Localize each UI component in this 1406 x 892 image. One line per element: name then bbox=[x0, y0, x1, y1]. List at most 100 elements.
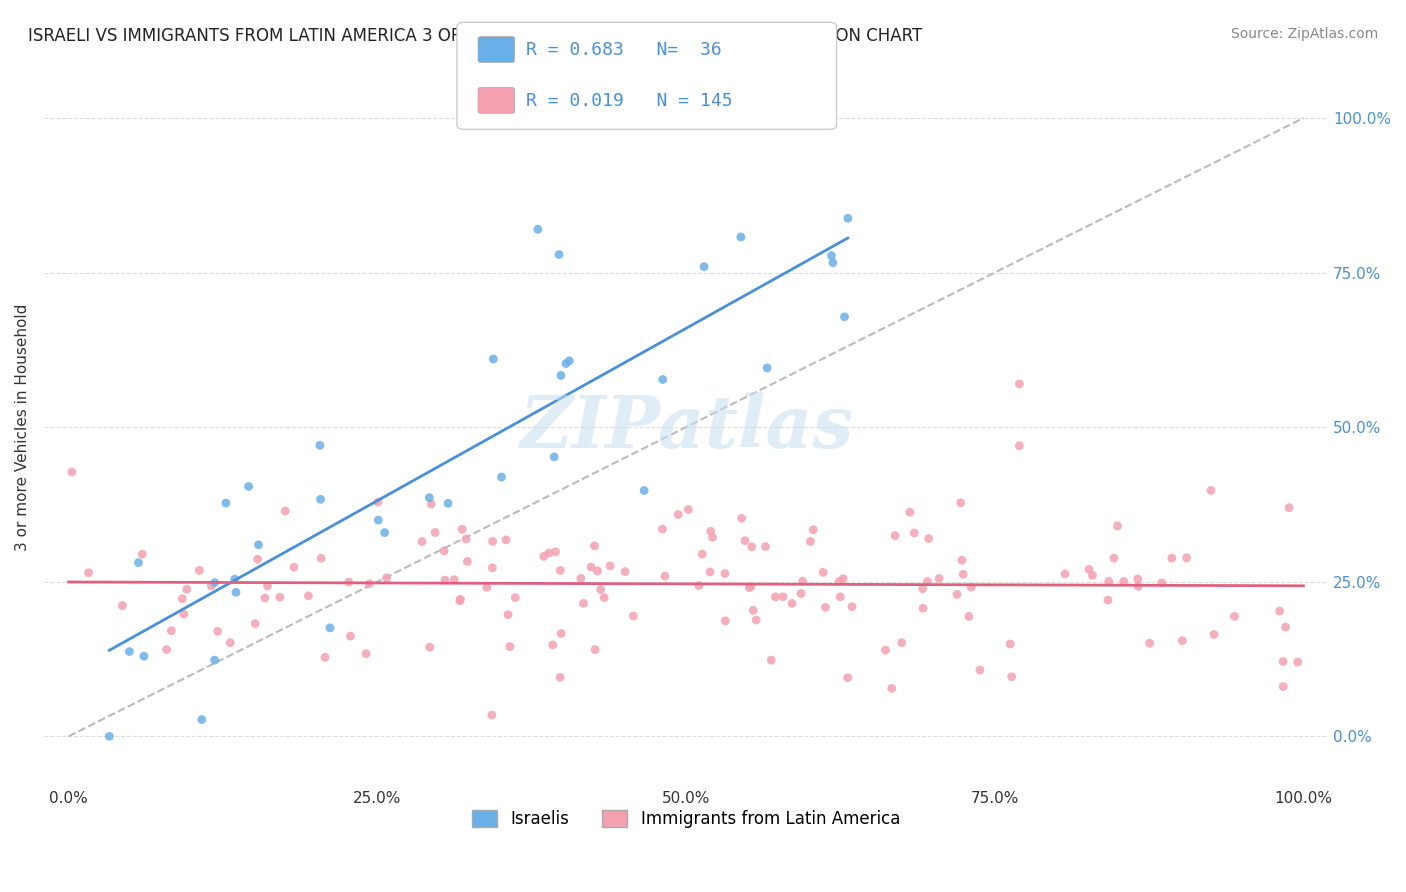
Point bbox=[215, 496, 238, 510]
Point bbox=[1139, 636, 1161, 650]
Point bbox=[533, 549, 555, 564]
Point bbox=[761, 653, 783, 667]
Point bbox=[1150, 575, 1173, 590]
Point bbox=[558, 354, 581, 368]
Point bbox=[172, 591, 194, 606]
Point bbox=[495, 533, 517, 547]
Point bbox=[799, 534, 821, 549]
Point bbox=[425, 525, 447, 540]
Text: ZIPatlas: ZIPatlas bbox=[519, 392, 853, 463]
Point bbox=[1274, 620, 1296, 634]
Point bbox=[419, 640, 441, 655]
Point bbox=[411, 534, 433, 549]
Point bbox=[699, 524, 721, 539]
Point bbox=[830, 590, 852, 604]
Point bbox=[1268, 604, 1291, 618]
Point bbox=[960, 580, 983, 594]
Point bbox=[283, 560, 305, 574]
Point bbox=[1286, 655, 1309, 669]
Point bbox=[433, 573, 456, 587]
Text: R = 0.683   N=  36: R = 0.683 N= 36 bbox=[526, 41, 721, 59]
Point bbox=[1008, 376, 1031, 391]
Point bbox=[811, 566, 834, 580]
Point bbox=[437, 496, 460, 510]
Point bbox=[801, 523, 824, 537]
Point bbox=[884, 528, 907, 542]
Point bbox=[160, 624, 183, 638]
Legend: Israelis, Immigrants from Latin America: Israelis, Immigrants from Latin America bbox=[465, 804, 907, 835]
Point bbox=[481, 561, 503, 575]
Point bbox=[792, 574, 814, 588]
Point bbox=[957, 609, 980, 624]
Point bbox=[745, 613, 768, 627]
Text: ISRAELI VS IMMIGRANTS FROM LATIN AMERICA 3 OR MORE VEHICLES IN HOUSEHOLD CORRELA: ISRAELI VS IMMIGRANTS FROM LATIN AMERICA… bbox=[28, 27, 922, 45]
Point bbox=[449, 592, 471, 607]
Point bbox=[246, 552, 269, 566]
Point bbox=[131, 547, 153, 561]
Point bbox=[375, 571, 398, 585]
Point bbox=[443, 573, 465, 587]
Point bbox=[569, 571, 592, 585]
Point bbox=[555, 357, 578, 371]
Point bbox=[969, 663, 991, 677]
Point bbox=[928, 571, 950, 585]
Point bbox=[548, 670, 571, 684]
Point bbox=[374, 525, 396, 540]
Point bbox=[731, 511, 754, 525]
Point bbox=[204, 575, 226, 590]
Point bbox=[541, 638, 564, 652]
Point bbox=[623, 609, 645, 624]
Point bbox=[880, 681, 903, 696]
Point bbox=[176, 582, 198, 597]
Point bbox=[127, 556, 149, 570]
Point bbox=[1175, 550, 1198, 565]
Point bbox=[475, 581, 498, 595]
Point bbox=[1223, 609, 1246, 624]
Point bbox=[155, 642, 177, 657]
Point bbox=[274, 504, 297, 518]
Point bbox=[225, 585, 247, 599]
Point bbox=[98, 729, 121, 743]
Point bbox=[589, 582, 612, 597]
Point bbox=[247, 538, 270, 552]
Point bbox=[1128, 579, 1150, 593]
Point bbox=[1001, 670, 1024, 684]
Point bbox=[207, 624, 229, 639]
Point bbox=[544, 545, 567, 559]
Point bbox=[1054, 567, 1077, 582]
Point bbox=[420, 497, 443, 511]
Point bbox=[111, 599, 134, 613]
Point bbox=[820, 249, 842, 263]
Point bbox=[269, 591, 291, 605]
Point bbox=[572, 596, 595, 610]
Point bbox=[319, 621, 342, 635]
Point bbox=[1081, 568, 1104, 582]
Point bbox=[828, 574, 851, 589]
Point bbox=[814, 600, 837, 615]
Point bbox=[496, 607, 519, 622]
Point bbox=[772, 590, 794, 604]
Point bbox=[200, 579, 222, 593]
Point bbox=[1102, 551, 1125, 566]
Text: Source: ZipAtlas.com: Source: ZipAtlas.com bbox=[1230, 27, 1378, 41]
Point bbox=[550, 368, 572, 383]
Point bbox=[527, 222, 550, 236]
Point bbox=[651, 522, 673, 536]
Point bbox=[583, 642, 606, 657]
Point bbox=[890, 635, 912, 649]
Point bbox=[666, 508, 689, 522]
Point bbox=[204, 653, 226, 667]
Text: R = 0.019   N = 145: R = 0.019 N = 145 bbox=[526, 92, 733, 110]
Point bbox=[308, 438, 330, 452]
Point bbox=[740, 580, 762, 594]
Point bbox=[499, 640, 522, 654]
Point bbox=[1202, 627, 1225, 641]
Point bbox=[550, 626, 572, 640]
Point bbox=[339, 629, 361, 643]
Point bbox=[1098, 574, 1121, 589]
Point bbox=[898, 505, 921, 519]
Point bbox=[491, 470, 513, 484]
Point bbox=[734, 533, 756, 548]
Point bbox=[1199, 483, 1222, 498]
Point bbox=[593, 591, 616, 605]
